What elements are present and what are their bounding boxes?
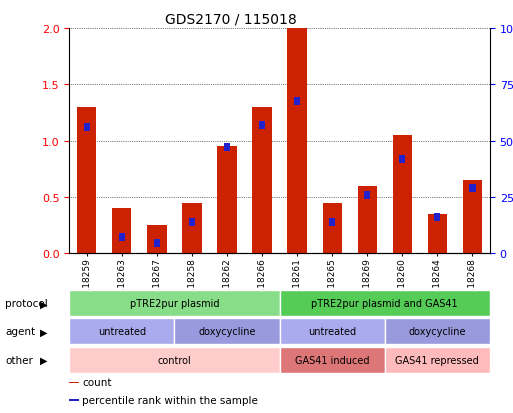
Bar bbox=[329, 218, 336, 226]
Text: ▶: ▶ bbox=[40, 327, 47, 337]
Bar bbox=[182, 203, 202, 254]
Bar bbox=[323, 203, 342, 254]
Bar bbox=[69, 382, 79, 383]
Bar bbox=[69, 399, 79, 401]
Bar bbox=[287, 29, 307, 254]
Bar bbox=[280, 291, 490, 316]
Text: agent: agent bbox=[5, 327, 35, 337]
Text: doxycycline: doxycycline bbox=[198, 327, 256, 337]
Bar bbox=[112, 209, 131, 254]
Bar bbox=[428, 214, 447, 254]
Bar bbox=[69, 347, 280, 373]
Text: count: count bbox=[82, 377, 112, 387]
Text: ▶: ▶ bbox=[40, 355, 47, 365]
Text: other: other bbox=[5, 355, 33, 365]
Bar bbox=[259, 121, 265, 129]
Bar bbox=[154, 240, 160, 247]
Bar bbox=[69, 319, 174, 344]
Bar bbox=[434, 214, 441, 221]
Text: pTRE2pur plasmid: pTRE2pur plasmid bbox=[130, 299, 219, 309]
Text: GDS2170 / 115018: GDS2170 / 115018 bbox=[165, 12, 297, 26]
Bar bbox=[399, 155, 405, 163]
Bar bbox=[77, 107, 96, 254]
Text: control: control bbox=[157, 355, 191, 365]
Bar bbox=[252, 107, 272, 254]
Text: GAS41 induced: GAS41 induced bbox=[295, 355, 369, 365]
Bar bbox=[294, 98, 300, 106]
Text: percentile rank within the sample: percentile rank within the sample bbox=[82, 395, 258, 405]
Text: GAS41 repressed: GAS41 repressed bbox=[396, 355, 479, 365]
Bar bbox=[364, 191, 370, 199]
Bar bbox=[147, 225, 167, 254]
Bar bbox=[189, 218, 195, 226]
Bar bbox=[385, 347, 490, 373]
Text: doxycycline: doxycycline bbox=[408, 327, 466, 337]
Bar bbox=[69, 291, 280, 316]
Bar bbox=[358, 186, 377, 254]
Bar bbox=[84, 124, 90, 132]
Text: protocol: protocol bbox=[5, 299, 48, 309]
Bar bbox=[119, 234, 125, 242]
Bar bbox=[463, 180, 482, 254]
Text: untreated: untreated bbox=[98, 327, 146, 337]
Bar bbox=[224, 144, 230, 152]
Text: pTRE2pur plasmid and GAS41: pTRE2pur plasmid and GAS41 bbox=[311, 299, 458, 309]
Bar bbox=[280, 319, 385, 344]
Bar bbox=[385, 319, 490, 344]
Text: ▶: ▶ bbox=[40, 299, 47, 309]
Bar bbox=[280, 347, 385, 373]
Bar bbox=[392, 135, 412, 254]
Bar bbox=[469, 185, 476, 192]
Bar bbox=[174, 319, 280, 344]
Text: untreated: untreated bbox=[308, 327, 356, 337]
Bar bbox=[218, 147, 236, 254]
